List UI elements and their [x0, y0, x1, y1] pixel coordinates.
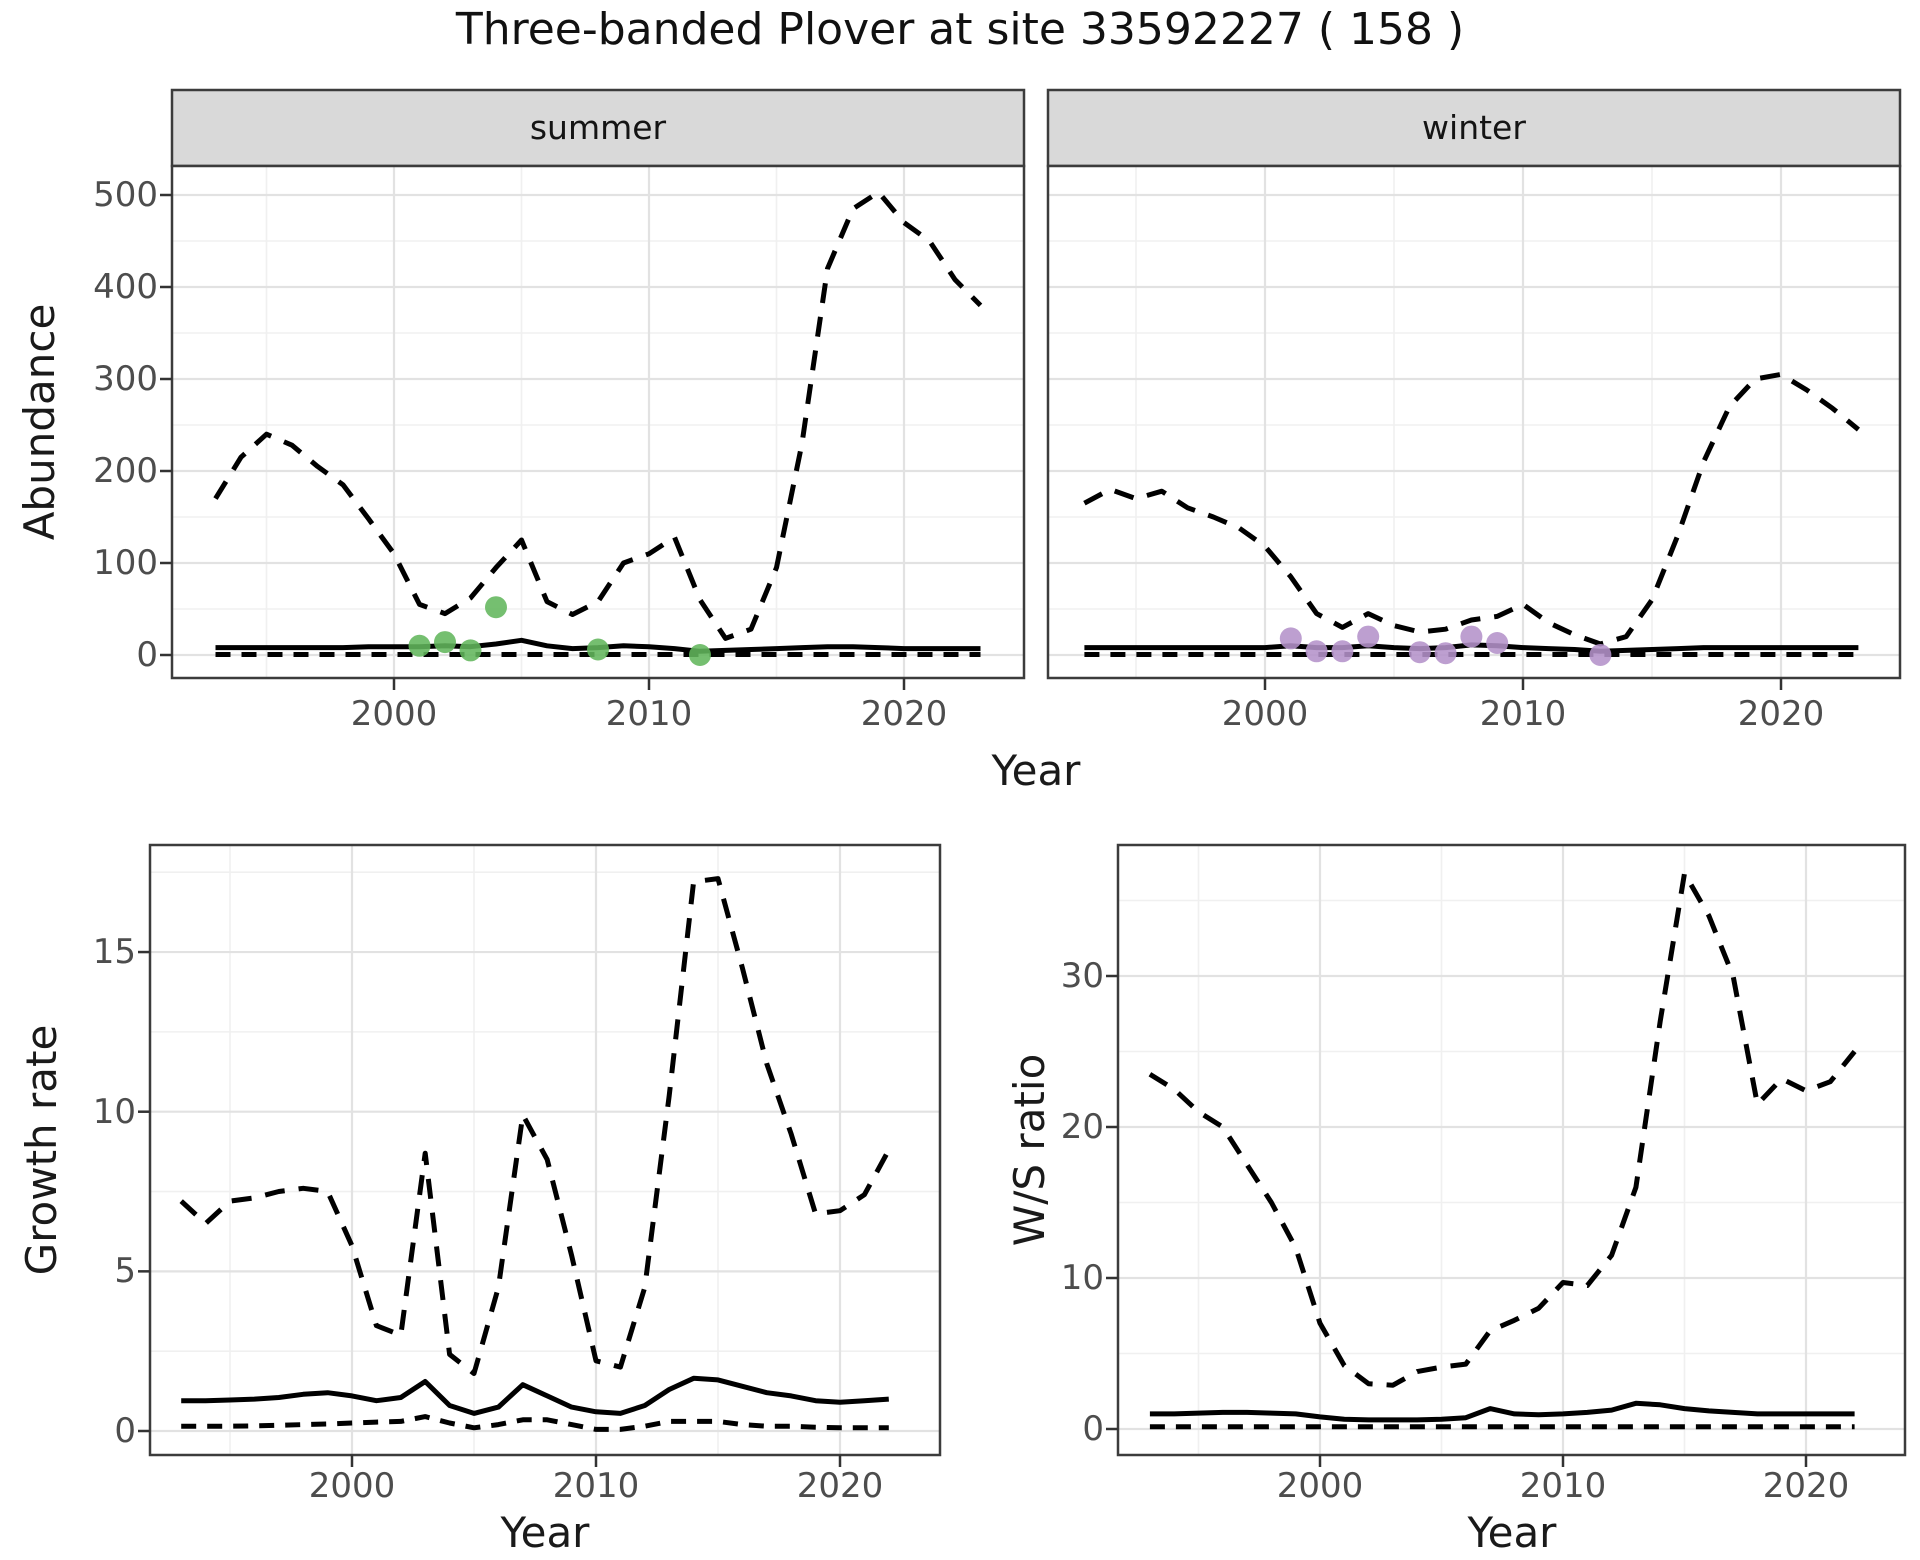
- chart-title: Three-banded Plover at site 33592227 ( 1…: [455, 4, 1465, 55]
- observed-counts-point: [1331, 640, 1354, 663]
- y-tick-label: 500: [93, 175, 158, 215]
- panel-border: [170, 164, 1026, 680]
- y-tick-label: 0: [136, 635, 158, 675]
- y-tick-label: 15: [92, 932, 136, 973]
- observed-counts-point: [459, 639, 482, 662]
- facet-strip-summer: summer: [529, 108, 667, 147]
- observed-counts-point: [1589, 644, 1612, 666]
- observed-counts-point: [587, 638, 609, 661]
- observed-counts-point: [1434, 642, 1457, 665]
- y-tick-label: 5: [114, 1251, 136, 1292]
- upper-ci-line: [1083, 371, 1860, 647]
- observed-counts-point: [1460, 625, 1483, 648]
- panel-border: [1116, 843, 1907, 1457]
- facet-strip-box: [170, 88, 1026, 168]
- y-tick-label: 0: [114, 1411, 136, 1451]
- observed-counts-point: [434, 631, 456, 654]
- x-tick-label: 2010: [1519, 1466, 1607, 1506]
- facet-strip-winter: winter: [1422, 108, 1526, 147]
- panel-border: [148, 843, 942, 1457]
- y-tick-label: 10: [92, 1091, 136, 1132]
- x-tick-label: 2020: [1737, 694, 1825, 734]
- lower-ci-line: [181, 1414, 889, 1432]
- observed-counts-point: [485, 596, 507, 619]
- x-tick-label: 2010: [605, 694, 693, 734]
- observed-counts-point: [408, 634, 431, 657]
- observed-counts-point: [1486, 632, 1509, 654]
- x-tick-label: 2020: [860, 694, 948, 734]
- x-tick-label: 2020: [1762, 1466, 1850, 1506]
- median-line: [181, 1375, 889, 1416]
- x-axis-label-bottom-right: Year: [1467, 1508, 1557, 1557]
- x-tick-label: 2000: [1276, 1466, 1364, 1506]
- y-tick-label: 30: [1060, 956, 1104, 996]
- y-axis-label-ws-ratio: W/S ratio: [1005, 1053, 1054, 1247]
- y-tick-label: 0: [1082, 1409, 1104, 1449]
- y-tick-label: 400: [93, 267, 158, 307]
- upper-ci-line: [1148, 870, 1857, 1388]
- observed-counts-point: [689, 644, 711, 666]
- panel-background: [150, 845, 940, 1455]
- x-tick-label: 2000: [308, 1466, 396, 1506]
- x-tick-label: 2000: [1221, 694, 1309, 734]
- observed-counts-point: [1305, 640, 1328, 663]
- x-axis-label-bottom-left: Year: [500, 1508, 590, 1557]
- panel-background: [1048, 166, 1900, 678]
- y-tick-label: 300: [93, 359, 158, 399]
- y-tick-label: 10: [1060, 1258, 1104, 1298]
- median-line: [1149, 1400, 1855, 1423]
- x-tick-label: 2020: [796, 1466, 884, 1506]
- x-tick-label: 2000: [350, 694, 438, 734]
- upper-ci-line: [179, 876, 891, 1376]
- y-tick-label: 20: [1060, 1107, 1104, 1147]
- upper-ci-line: [213, 189, 983, 641]
- y-tick-label: 100: [93, 543, 158, 583]
- x-tick-label: 2010: [1479, 694, 1567, 734]
- observed-counts-point: [1408, 641, 1431, 664]
- y-tick-label: 200: [93, 451, 158, 491]
- observed-counts-point: [1279, 627, 1302, 650]
- panel-background: [172, 166, 1024, 678]
- x-tick-label: 2010: [552, 1466, 640, 1506]
- observed-counts-point: [1357, 625, 1380, 648]
- x-axis-label-top-shared: Year: [991, 746, 1081, 795]
- panel-border: [1046, 164, 1902, 680]
